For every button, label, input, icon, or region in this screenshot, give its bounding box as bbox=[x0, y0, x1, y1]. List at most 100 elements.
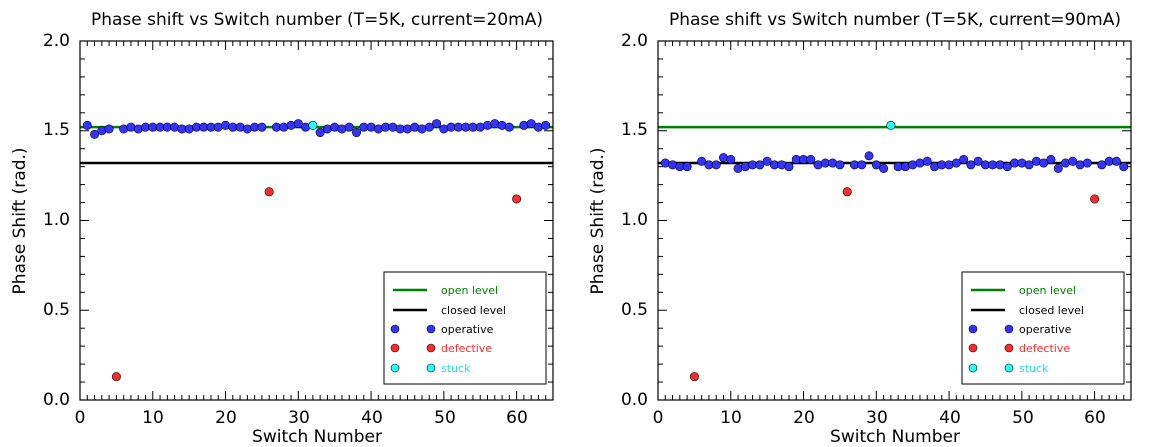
operative-point bbox=[959, 154, 969, 164]
operative-point bbox=[315, 128, 325, 138]
operative-point bbox=[755, 160, 765, 170]
y-tick-label: 2.0 bbox=[43, 31, 70, 51]
legend-defective-marker bbox=[968, 343, 978, 353]
operative-point bbox=[1111, 156, 1121, 166]
operative-point bbox=[257, 122, 267, 132]
operative-point bbox=[922, 156, 932, 166]
operative-point bbox=[1053, 163, 1063, 173]
operative-point bbox=[293, 119, 303, 129]
x-tick-label: 30 bbox=[866, 408, 888, 428]
legend-closed-label: closed level bbox=[1019, 304, 1084, 317]
operative-point bbox=[1046, 154, 1056, 164]
defective-point bbox=[512, 194, 522, 204]
legend-closed-label: closed level bbox=[441, 304, 506, 317]
legend-stuck-marker bbox=[968, 363, 978, 373]
defective-point bbox=[842, 187, 852, 197]
defective-point bbox=[264, 187, 274, 197]
operative-point bbox=[90, 129, 100, 139]
x-tick-label: 60 bbox=[1084, 408, 1106, 428]
operative-point bbox=[697, 156, 707, 166]
legend-defective-marker bbox=[390, 343, 400, 353]
operative-point bbox=[711, 160, 721, 170]
y-axis-label: Phase Shift (rad.) bbox=[588, 147, 608, 294]
plot-frame bbox=[79, 40, 554, 401]
operative-point bbox=[871, 160, 881, 170]
operative-point bbox=[1097, 160, 1107, 170]
tick-marks bbox=[657, 40, 1132, 401]
legend-operative-label: operative bbox=[441, 323, 494, 336]
operative-point bbox=[784, 162, 794, 172]
x-tick-label: 10 bbox=[720, 408, 742, 428]
operative-point bbox=[504, 122, 514, 132]
chart-title: Phase shift vs Switch number (T=5K, curr… bbox=[91, 10, 543, 30]
operative-point bbox=[1119, 162, 1129, 172]
x-tick-label: 50 bbox=[434, 408, 456, 428]
legend-stuck-marker bbox=[1004, 363, 1014, 373]
legend-defective-marker bbox=[426, 343, 436, 353]
y-tick-label: 1.0 bbox=[43, 210, 70, 230]
operative-point bbox=[682, 162, 692, 172]
operative-point bbox=[344, 122, 354, 132]
y-tick-label: 0.5 bbox=[43, 300, 70, 320]
operative-point bbox=[432, 119, 442, 129]
y-tick-label: 1.0 bbox=[621, 210, 648, 230]
x-tick-label: 30 bbox=[288, 408, 310, 428]
operative-point bbox=[82, 120, 92, 130]
operative-point bbox=[806, 154, 816, 164]
legend-operative-marker bbox=[1004, 324, 1014, 334]
x-tick-label: 20 bbox=[215, 408, 237, 428]
x-tick-label: 0 bbox=[75, 408, 86, 428]
operative-point bbox=[526, 119, 536, 129]
x-tick-label: 40 bbox=[939, 408, 961, 428]
operative-point bbox=[857, 160, 867, 170]
x-tick-label: 40 bbox=[361, 408, 383, 428]
operative-point bbox=[864, 151, 874, 161]
operative-point bbox=[879, 163, 889, 173]
legend-defective-label: defective bbox=[441, 342, 492, 355]
y-tick-label: 0.0 bbox=[621, 390, 648, 410]
x-axis-label: Switch Number bbox=[830, 427, 960, 443]
operative-point bbox=[1024, 160, 1034, 170]
operative-point bbox=[1039, 158, 1049, 168]
operative-point bbox=[966, 160, 976, 170]
operative-point bbox=[973, 156, 983, 166]
legend-operative-marker bbox=[426, 324, 436, 334]
data-points bbox=[82, 119, 551, 382]
y-axis-label: Phase Shift (rad.) bbox=[10, 147, 30, 294]
x-axis-label: Switch Number bbox=[252, 427, 382, 443]
legend-operative-label: operative bbox=[1019, 323, 1072, 336]
legend-stuck-label: stuck bbox=[1019, 362, 1049, 375]
tick-marks bbox=[79, 40, 554, 401]
legend-operative-marker bbox=[968, 324, 978, 334]
y-tick-label: 2.0 bbox=[621, 31, 648, 51]
legend-open-label: open level bbox=[441, 284, 498, 297]
operative-point bbox=[762, 156, 772, 166]
data-points bbox=[660, 120, 1129, 382]
legend-defective-marker bbox=[1004, 343, 1014, 353]
y-tick-label: 0.5 bbox=[621, 300, 648, 320]
legend-stuck-marker bbox=[426, 363, 436, 373]
x-tick-label: 60 bbox=[506, 408, 528, 428]
x-tick-label: 50 bbox=[1012, 408, 1034, 428]
operative-point bbox=[541, 120, 551, 130]
chart-left: Phase shift vs Switch number (T=5K, curr… bbox=[10, 10, 554, 447]
defective-point bbox=[111, 372, 121, 382]
y-tick-label: 0.0 bbox=[43, 390, 70, 410]
operative-point bbox=[352, 128, 362, 138]
defective-point bbox=[1090, 194, 1100, 204]
legend-stuck-label: stuck bbox=[441, 362, 471, 375]
x-tick-label: 0 bbox=[653, 408, 664, 428]
chart-title: Phase shift vs Switch number (T=5K, curr… bbox=[669, 10, 1121, 30]
legend-stuck-marker bbox=[390, 363, 400, 373]
legend-operative-marker bbox=[390, 324, 400, 334]
stuck-point bbox=[308, 120, 318, 130]
legend-defective-label: defective bbox=[1019, 342, 1070, 355]
plot-frame bbox=[657, 40, 1132, 401]
y-tick-label: 1.5 bbox=[43, 120, 70, 140]
operative-point bbox=[835, 160, 845, 170]
operative-point bbox=[951, 158, 961, 168]
legend: open level closed level operative defect… bbox=[961, 271, 1125, 385]
operative-point bbox=[726, 154, 736, 164]
legend-open-label: open level bbox=[1019, 284, 1076, 297]
